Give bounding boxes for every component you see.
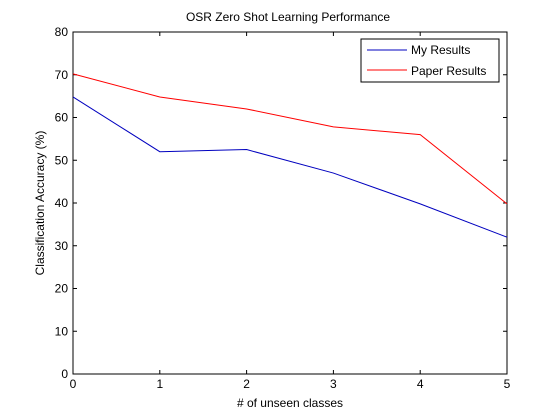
x-tick-label: 5 bbox=[504, 377, 511, 391]
series-layer bbox=[72, 73, 508, 238]
series-line-paper-results bbox=[72, 73, 508, 205]
y-tick-label: 80 bbox=[55, 25, 69, 39]
chart-title: OSR Zero Shot Learning Performance bbox=[186, 10, 390, 24]
legend-label-my-results: My Results bbox=[411, 43, 470, 57]
x-tick-label: 3 bbox=[330, 377, 337, 391]
y-axis-title: Classification Accuracy (%) bbox=[33, 131, 47, 276]
legend-box bbox=[360, 38, 500, 83]
x-tick-label: 0 bbox=[70, 377, 77, 391]
y-tick-label: 30 bbox=[55, 239, 69, 253]
y-tick-label: 60 bbox=[55, 111, 69, 125]
y-tick-label: 10 bbox=[55, 324, 69, 338]
x-axis: 0 1 2 3 4 5 bbox=[70, 32, 511, 391]
legend: My Results Paper Results bbox=[360, 38, 500, 83]
x-tick-label: 1 bbox=[156, 377, 163, 391]
series-line-my-results bbox=[72, 96, 508, 238]
x-axis-title: # of unseen classes bbox=[237, 396, 343, 410]
y-tick-label: 0 bbox=[61, 367, 68, 381]
y-tick-label: 70 bbox=[55, 68, 69, 82]
plot-area bbox=[72, 31, 508, 375]
y-tick-label: 20 bbox=[55, 282, 69, 296]
y-axis: 0 10 20 30 40 50 60 70 80 bbox=[55, 25, 507, 381]
y-tick-label: 40 bbox=[55, 196, 69, 210]
legend-label-paper-results: Paper Results bbox=[411, 64, 486, 78]
x-tick-label: 4 bbox=[417, 377, 424, 391]
y-tick-label: 50 bbox=[55, 153, 69, 167]
x-tick-label: 2 bbox=[243, 377, 250, 391]
